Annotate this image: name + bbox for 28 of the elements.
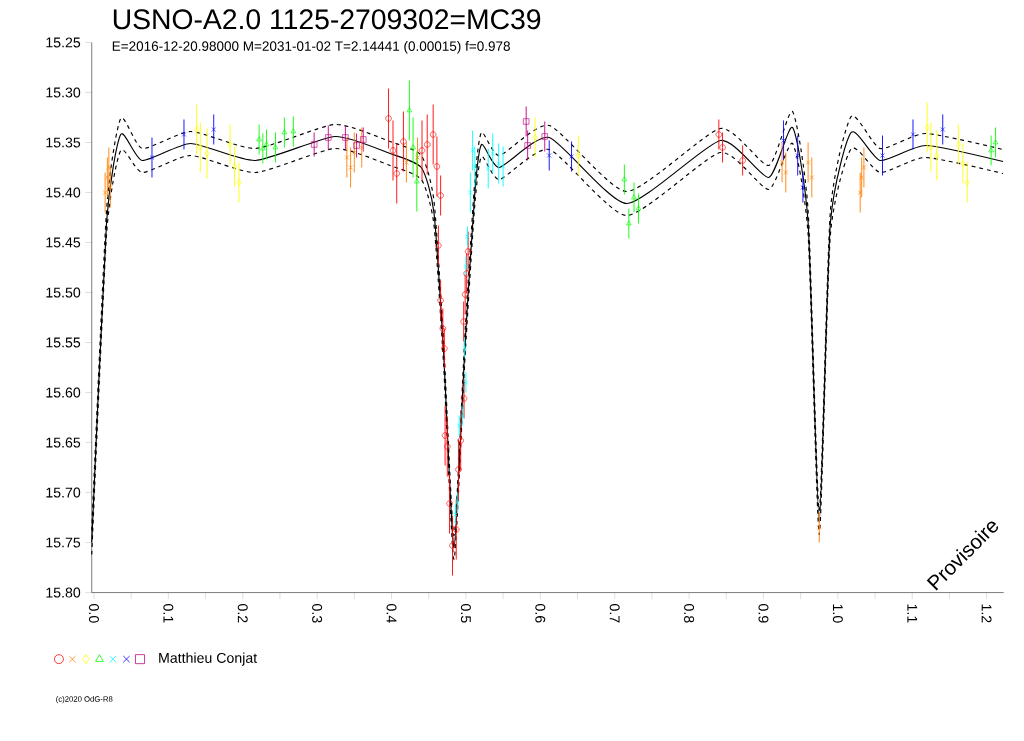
y-tick-label: 15.35 (46, 137, 81, 148)
x-tick-label: 0.6 (535, 604, 546, 623)
y-tick-label: 15.80 (46, 587, 81, 598)
x-tick-label: 0.8 (684, 604, 695, 623)
x-tick-label: 1.2 (981, 604, 992, 623)
x-tick-label: 0.3 (312, 604, 323, 623)
y-tick-label: 15.55 (46, 337, 81, 348)
y-tick-label: 15.70 (46, 487, 81, 498)
x-tick-label: 0.7 (609, 604, 620, 623)
x-tick-label: 0.5 (460, 604, 471, 623)
x-tick-label: 0.0 (88, 604, 99, 623)
x-tick-label: 1.1 (907, 604, 918, 623)
y-tick-label: 15.45 (46, 237, 81, 248)
y-tick-label: 15.30 (46, 87, 81, 98)
x-tick-label: 0.9 (758, 604, 769, 623)
chart-title: USNO-A2.0 1125-2709302=MC39 (113, 9, 541, 30)
x-tick-label: 0.2 (237, 604, 248, 623)
y-tick-label: 15.25 (46, 37, 81, 48)
x-tick-label: 0.4 (386, 604, 397, 623)
y-tick-label: 15.60 (46, 387, 81, 398)
legend-title: Matthieu Conjat (159, 652, 258, 666)
chart-subtitle: E=2016-12-20.98000 M=2031-01-02 T=2.14441 (0.00015) f=0.978 (112, 40, 510, 54)
y-tick-label: 15.65 (46, 437, 81, 448)
x-tick-label: 1.0 (832, 604, 843, 623)
y-tick-label: 15.75 (46, 537, 81, 548)
x-tick-label: 0.1 (163, 604, 174, 623)
y-tick-label: 15.40 (46, 187, 81, 198)
y-tick-label: 15.50 (46, 287, 81, 298)
